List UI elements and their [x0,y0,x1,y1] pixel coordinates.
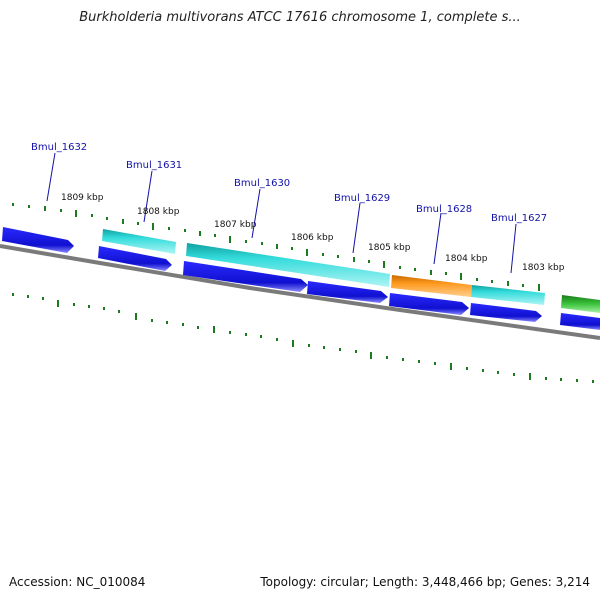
gene-label[interactable]: Bmul_1632 [31,142,87,153]
gene-label[interactable]: Bmul_1628 [416,204,472,215]
rna-band [471,285,545,305]
scale-label: 1809 kbp [61,193,104,203]
scale-label: 1805 kbp [368,243,411,253]
lower-tick-row [12,293,594,383]
gene-labels: Bmul_1632 Bmul_1631 Bmul_1630 Bmul_1629 … [31,142,547,224]
gene-label[interactable]: Bmul_1627 [491,213,547,224]
feature-bands [102,229,600,313]
scale-label: 1806 kbp [291,233,334,243]
genome-stats-label: Topology: circular; Length: 3,448,466 bp… [260,575,590,589]
rna-band [186,243,390,287]
rna-band [102,229,176,254]
cds-arrow [98,246,172,271]
gene-leaders [46,152,517,274]
cds-arrow [2,227,74,253]
scale-label: 1807 kbp [214,220,257,230]
gene-label[interactable]: Bmul_1630 [234,178,290,189]
upper-tick-row [12,203,540,291]
scale-label: 1808 kbp [137,207,180,217]
cds-arrow [560,313,600,330]
gene-label[interactable]: Bmul_1629 [334,193,390,204]
map-title: Burkholderia multivorans ATCC 17616 chro… [79,10,521,25]
scale-label: 1803 kbp [522,263,565,273]
cds-arrow [389,293,469,315]
genome-backbone [0,244,600,340]
green-band [561,295,600,313]
cds-arrows [2,227,600,330]
scale-labels: 1809 kbp 1808 kbp 1807 kbp 1806 kbp 1805… [61,193,565,273]
accession-label: Accession: NC_010084 [9,575,146,589]
cds-arrow [470,303,542,322]
cds-arrow [183,261,308,292]
gene-label[interactable]: Bmul_1631 [126,160,182,171]
highlight-band [391,275,472,297]
cds-arrow [307,281,388,303]
scale-label: 1804 kbp [445,254,488,264]
